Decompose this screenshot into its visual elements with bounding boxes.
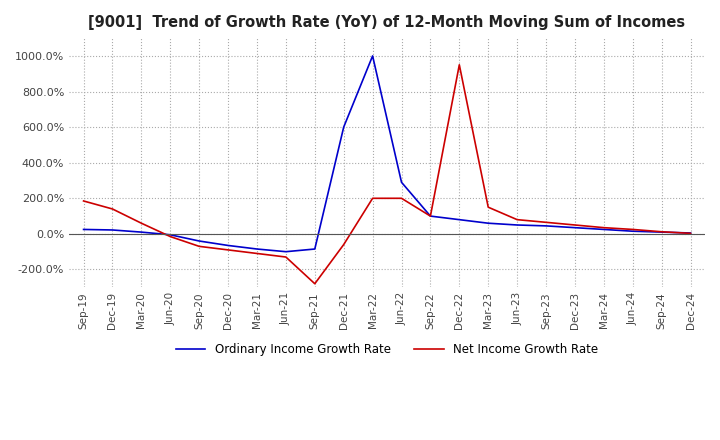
Net Income Growth Rate [686,231,695,236]
Ordinary Income Growth Rate [657,230,666,235]
Ordinary Income Growth Rate [397,180,406,185]
Net Income Growth Rate [137,220,145,226]
Net Income Growth Rate [426,213,435,219]
Title: [9001]  Trend of Growth Rate (YoY) of 12-Month Moving Sum of Incomes: [9001] Trend of Growth Rate (YoY) of 12-… [89,15,685,30]
Net Income Growth Rate [484,205,492,210]
Ordinary Income Growth Rate [369,53,377,59]
Net Income Growth Rate [369,196,377,201]
Net Income Growth Rate [657,229,666,235]
Net Income Growth Rate [224,247,233,253]
Ordinary Income Growth Rate [79,227,88,232]
Ordinary Income Growth Rate [541,223,550,228]
Net Income Growth Rate [397,196,406,201]
Net Income Growth Rate [195,244,204,249]
Ordinary Income Growth Rate [339,125,348,130]
Ordinary Income Growth Rate [108,227,117,233]
Ordinary Income Growth Rate [571,225,580,230]
Ordinary Income Growth Rate [310,246,319,252]
Ordinary Income Growth Rate [253,246,261,252]
Net Income Growth Rate [629,227,637,232]
Ordinary Income Growth Rate [224,243,233,248]
Ordinary Income Growth Rate [195,238,204,244]
Legend: Ordinary Income Growth Rate, Net Income Growth Rate: Ordinary Income Growth Rate, Net Income … [171,339,603,361]
Ordinary Income Growth Rate [686,231,695,236]
Net Income Growth Rate [253,251,261,256]
Ordinary Income Growth Rate [455,217,464,222]
Net Income Growth Rate [513,217,521,222]
Net Income Growth Rate [455,62,464,67]
Ordinary Income Growth Rate [166,232,174,238]
Line: Net Income Growth Rate: Net Income Growth Rate [84,65,690,284]
Ordinary Income Growth Rate [484,220,492,226]
Net Income Growth Rate [108,206,117,212]
Ordinary Income Growth Rate [282,249,290,254]
Ordinary Income Growth Rate [137,230,145,235]
Net Income Growth Rate [310,281,319,286]
Net Income Growth Rate [339,242,348,247]
Ordinary Income Growth Rate [600,227,608,232]
Net Income Growth Rate [600,225,608,230]
Net Income Growth Rate [541,220,550,225]
Line: Ordinary Income Growth Rate: Ordinary Income Growth Rate [84,56,690,252]
Ordinary Income Growth Rate [629,229,637,234]
Net Income Growth Rate [282,254,290,260]
Net Income Growth Rate [571,222,580,227]
Net Income Growth Rate [79,198,88,204]
Ordinary Income Growth Rate [513,222,521,227]
Ordinary Income Growth Rate [426,213,435,219]
Net Income Growth Rate [166,234,174,239]
